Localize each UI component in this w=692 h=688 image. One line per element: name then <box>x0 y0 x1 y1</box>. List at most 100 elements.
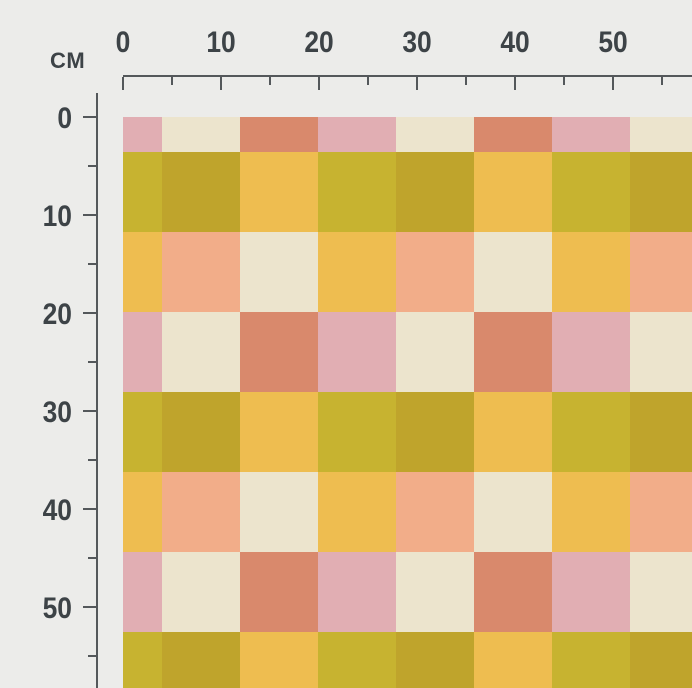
pattern-cell <box>240 232 318 312</box>
pattern-cell <box>396 392 474 472</box>
horizontal-ruler-minor-tick <box>661 77 663 85</box>
unit-label: CM <box>50 48 86 73</box>
pattern-cell <box>630 312 692 392</box>
pattern-cell <box>162 392 240 472</box>
horizontal-ruler-major-tick <box>122 77 124 90</box>
pattern-cell <box>552 472 630 552</box>
pattern-cell <box>552 632 630 688</box>
pattern-cell <box>123 552 162 632</box>
horizontal-ruler-minor-tick <box>269 77 271 85</box>
pattern-cell <box>162 152 240 232</box>
pattern-cell <box>474 392 552 472</box>
pattern-cell <box>396 232 474 312</box>
pattern-cell <box>162 232 240 312</box>
horizontal-ruler-number: 10 <box>206 26 236 59</box>
pattern-cell <box>123 232 162 312</box>
pattern-cell <box>123 152 162 232</box>
vertical-ruler-number: 30 <box>42 396 72 429</box>
pattern-cell <box>318 472 396 552</box>
pattern-cell <box>396 472 474 552</box>
pattern-cell <box>474 117 552 152</box>
vertical-ruler-major-tick <box>83 606 96 608</box>
vertical-ruler-number: 40 <box>42 494 72 527</box>
pattern-cell <box>552 552 630 632</box>
pattern-cell <box>240 472 318 552</box>
pattern-cell <box>240 552 318 632</box>
pattern-cell <box>240 117 318 152</box>
pattern-cell <box>474 152 552 232</box>
pattern-cell <box>552 232 630 312</box>
pattern-cell <box>318 312 396 392</box>
fabric-pattern <box>123 117 692 688</box>
pattern-cell <box>318 117 396 152</box>
pattern-cell <box>552 392 630 472</box>
horizontal-ruler-major-tick <box>220 77 222 90</box>
pattern-cell <box>162 552 240 632</box>
pattern-cell <box>630 232 692 312</box>
pattern-cell <box>318 552 396 632</box>
horizontal-ruler-number: 40 <box>500 26 530 59</box>
vertical-ruler-major-tick <box>83 116 96 118</box>
horizontal-ruler-number: 20 <box>304 26 334 59</box>
horizontal-ruler-major-tick <box>318 77 320 90</box>
horizontal-ruler-minor-tick <box>171 77 173 85</box>
horizontal-ruler-minor-tick <box>367 77 369 85</box>
pattern-cell <box>474 552 552 632</box>
pattern-cell <box>552 117 630 152</box>
vertical-ruler-major-tick <box>83 214 96 216</box>
pattern-cell <box>552 152 630 232</box>
horizontal-ruler-major-tick <box>514 77 516 90</box>
pattern-cell <box>396 152 474 232</box>
pattern-cell <box>630 552 692 632</box>
horizontal-ruler-number: 0 <box>115 26 131 59</box>
pattern-cell <box>123 117 162 152</box>
pattern-cell <box>630 117 692 152</box>
pattern-cell <box>396 117 474 152</box>
horizontal-ruler-minor-tick <box>563 77 565 85</box>
vertical-ruler-major-tick <box>83 410 96 412</box>
pattern-cell <box>552 312 630 392</box>
pattern-cell <box>240 632 318 688</box>
vertical-ruler-minor-tick <box>88 263 96 265</box>
vertical-ruler-number: 10 <box>42 200 72 233</box>
vertical-ruler-minor-tick <box>88 557 96 559</box>
pattern-cell <box>240 312 318 392</box>
pattern-cell <box>318 632 396 688</box>
pattern-cell <box>396 632 474 688</box>
pattern-cell <box>240 152 318 232</box>
horizontal-ruler-minor-tick <box>465 77 467 85</box>
pattern-cell <box>630 152 692 232</box>
vertical-ruler-line <box>96 93 98 688</box>
pattern-cell <box>162 632 240 688</box>
pattern-cell <box>240 392 318 472</box>
pattern-cell <box>396 552 474 632</box>
pattern-cell <box>162 472 240 552</box>
horizontal-ruler-major-tick <box>612 77 614 90</box>
vertical-ruler-number: 0 <box>57 102 72 135</box>
vertical-ruler-minor-tick <box>88 361 96 363</box>
horizontal-ruler-number: 30 <box>402 26 432 59</box>
pattern-cell <box>318 232 396 312</box>
pattern-cell <box>162 312 240 392</box>
vertical-ruler-number: 20 <box>42 298 72 331</box>
vertical-ruler-minor-tick <box>88 165 96 167</box>
vertical-ruler-minor-tick <box>88 459 96 461</box>
pattern-cell <box>474 232 552 312</box>
vertical-ruler-major-tick <box>83 508 96 510</box>
pattern-cell <box>474 472 552 552</box>
horizontal-ruler-number: 50 <box>598 26 628 59</box>
pattern-cell <box>630 392 692 472</box>
pattern-cell <box>474 632 552 688</box>
pattern-cell <box>123 392 162 472</box>
pattern-cell <box>123 632 162 688</box>
pattern-cell <box>123 472 162 552</box>
vertical-ruler-minor-tick <box>88 655 96 657</box>
pattern-cell <box>630 632 692 688</box>
pattern-cell <box>318 392 396 472</box>
pattern-cell <box>474 312 552 392</box>
pattern-cell <box>318 152 396 232</box>
horizontal-ruler-line <box>123 75 692 77</box>
horizontal-ruler-major-tick <box>416 77 418 90</box>
vertical-ruler-major-tick <box>83 312 96 314</box>
